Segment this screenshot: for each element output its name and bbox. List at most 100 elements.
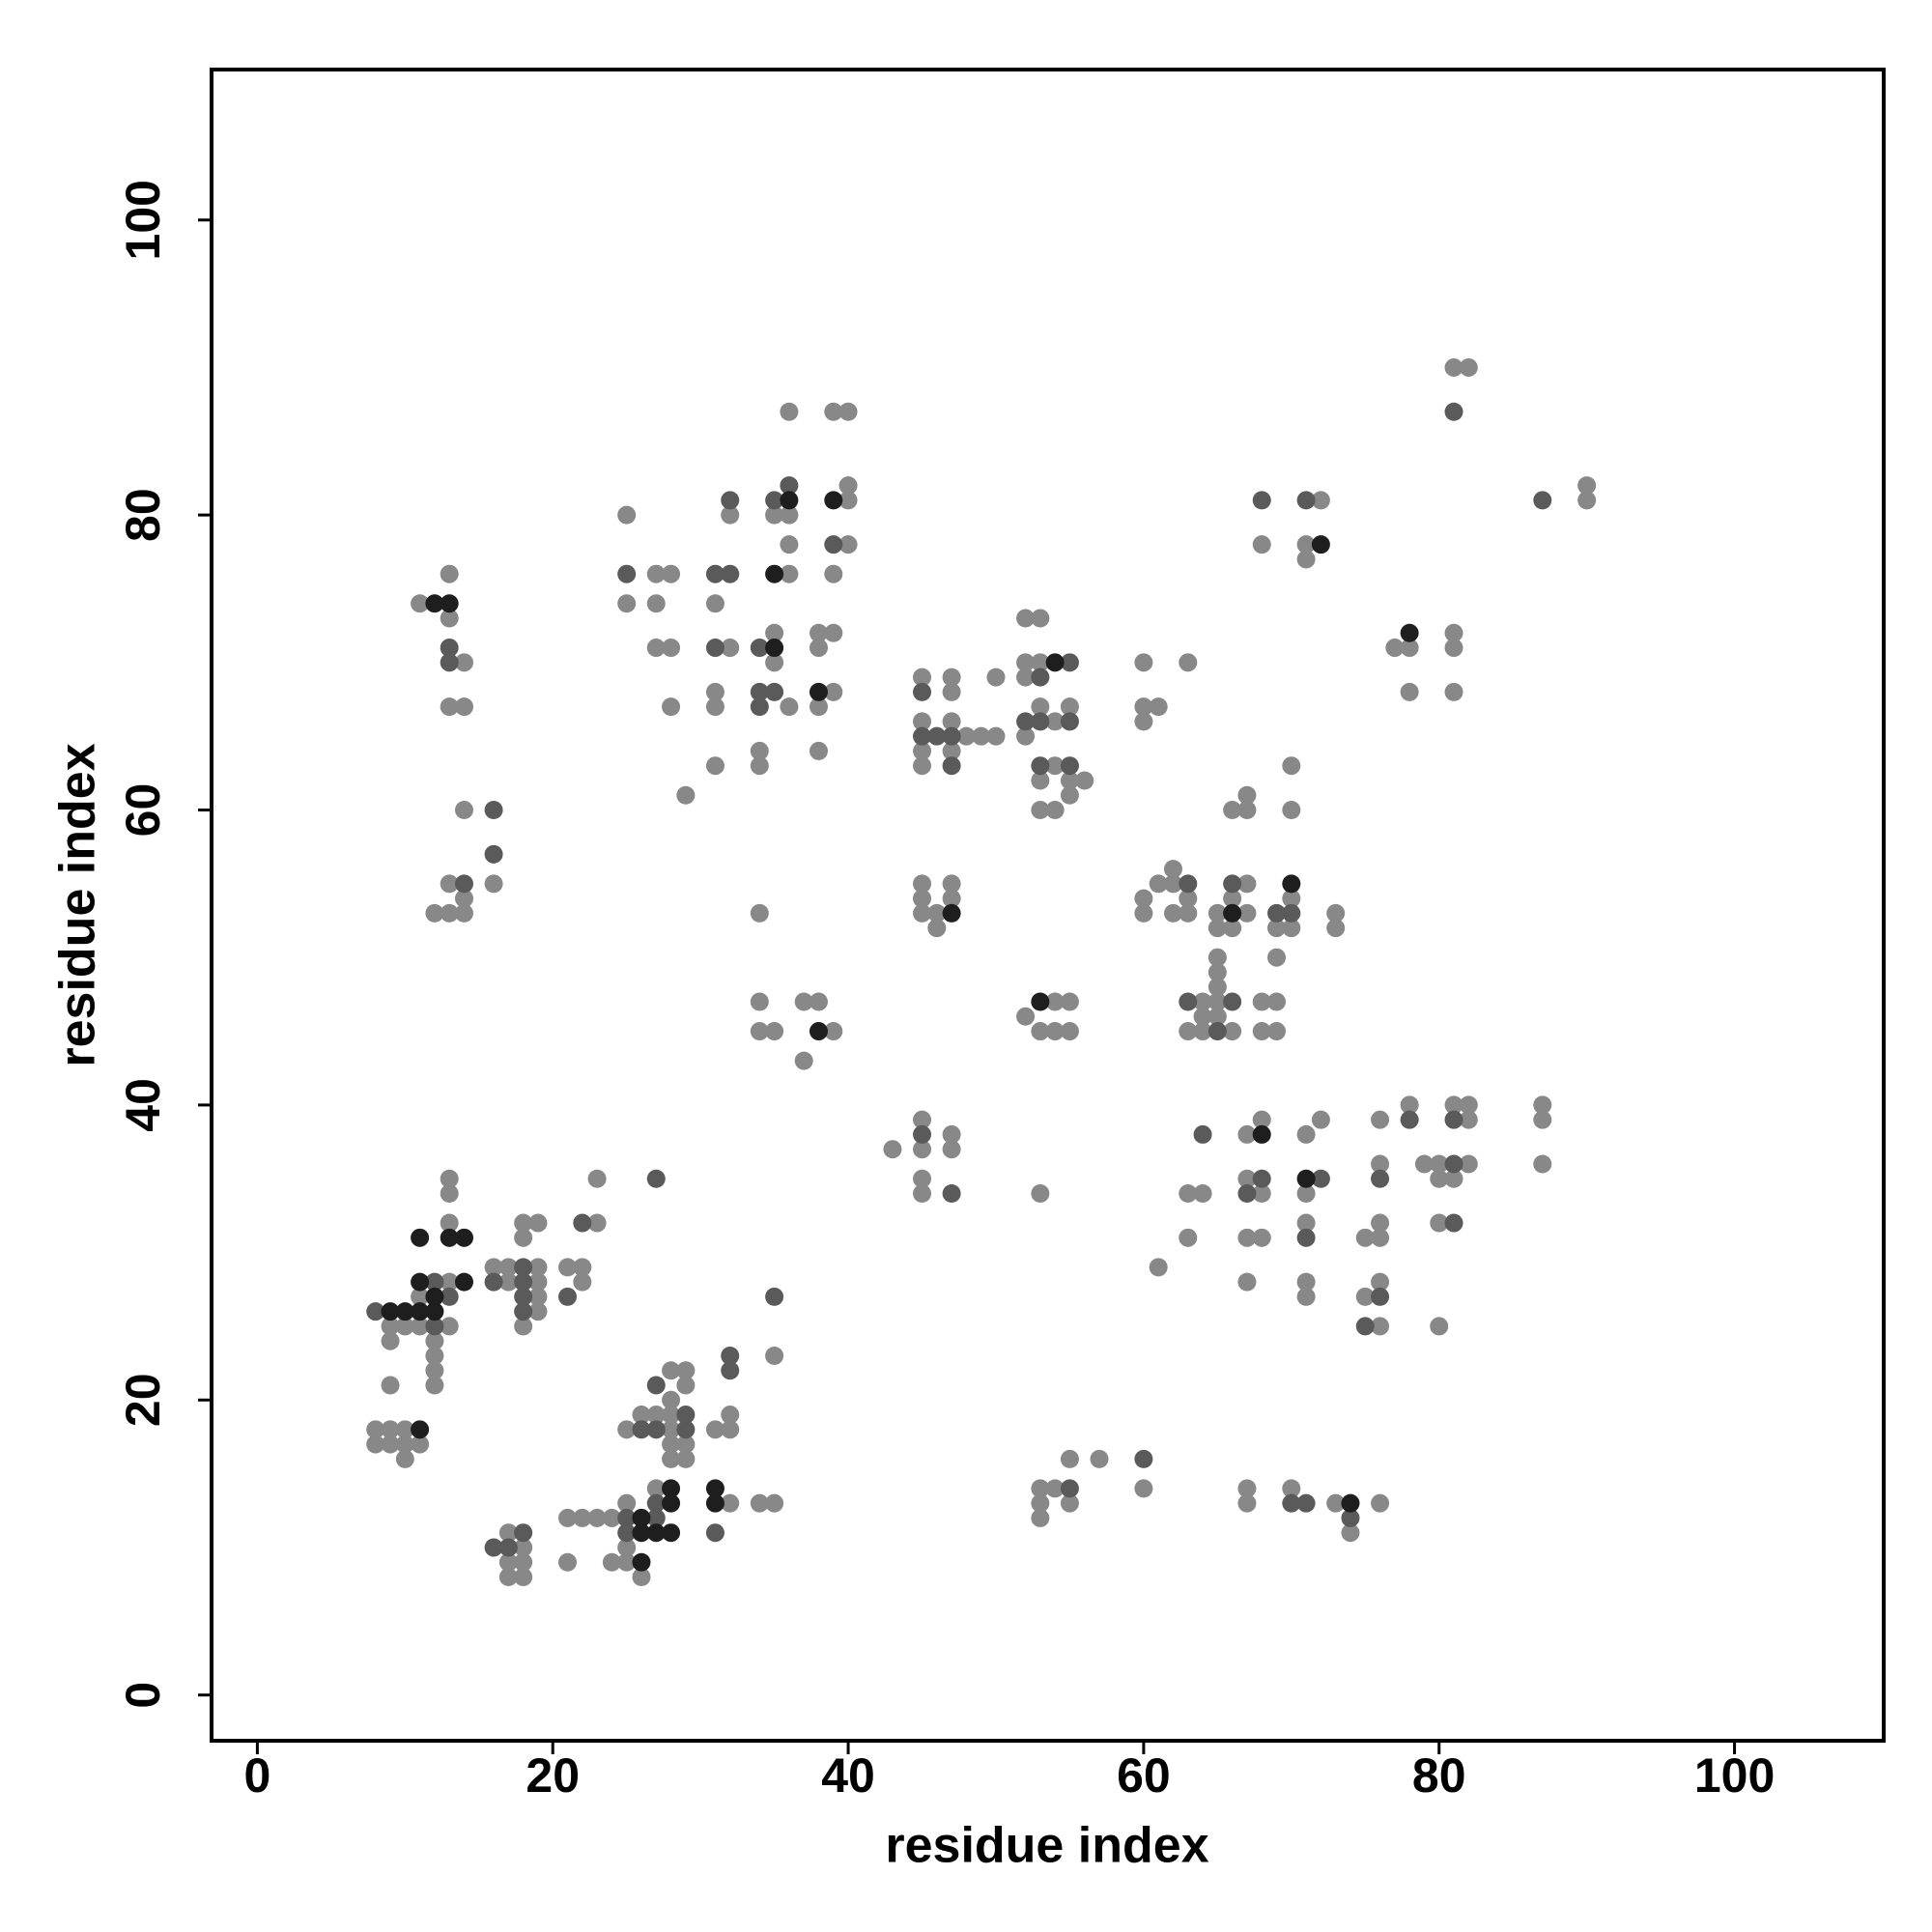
- point: [662, 1406, 681, 1425]
- point: [1459, 1110, 1478, 1129]
- point: [454, 1272, 473, 1292]
- point: [1444, 623, 1463, 642]
- point: [498, 1272, 518, 1292]
- point: [721, 1361, 740, 1380]
- point: [395, 1449, 414, 1468]
- point: [411, 1435, 430, 1454]
- point: [1252, 1124, 1271, 1144]
- point: [956, 726, 976, 746]
- point: [1060, 1022, 1079, 1041]
- point: [440, 874, 459, 894]
- point: [454, 903, 473, 923]
- point: [705, 594, 724, 613]
- point: [1031, 1493, 1050, 1513]
- point: [927, 919, 947, 938]
- point: [395, 1302, 414, 1321]
- point: [1016, 1007, 1036, 1026]
- point: [617, 1538, 637, 1557]
- point: [765, 653, 784, 672]
- point: [587, 1213, 607, 1233]
- point: [662, 639, 681, 658]
- point: [602, 1552, 621, 1572]
- point: [454, 697, 473, 717]
- point: [1179, 1184, 1198, 1204]
- point: [558, 1552, 578, 1572]
- point: [440, 1228, 459, 1247]
- point: [1371, 1213, 1390, 1233]
- point: [1252, 1169, 1271, 1188]
- point: [617, 564, 637, 583]
- point: [1045, 992, 1065, 1011]
- point: [440, 1169, 459, 1188]
- point: [425, 1331, 444, 1350]
- point: [1371, 1110, 1390, 1129]
- point: [676, 1420, 696, 1439]
- point: [1045, 1022, 1065, 1041]
- point: [676, 1435, 696, 1454]
- point: [1237, 903, 1257, 923]
- point: [913, 1110, 932, 1129]
- point: [1385, 639, 1405, 658]
- point: [1282, 1493, 1301, 1513]
- point: [676, 1361, 696, 1380]
- point: [1208, 992, 1227, 1011]
- point: [942, 874, 961, 894]
- point: [765, 505, 784, 525]
- point: [780, 402, 799, 421]
- point: [1371, 1154, 1390, 1174]
- point: [662, 697, 681, 717]
- x-tick-label: 100: [1694, 1748, 1775, 1803]
- point: [1060, 1493, 1079, 1513]
- point: [558, 1287, 578, 1306]
- point: [395, 1317, 414, 1336]
- point: [514, 1213, 533, 1233]
- point: [942, 903, 961, 923]
- point: [1430, 1317, 1449, 1336]
- point: [632, 1523, 651, 1543]
- point: [617, 1523, 637, 1543]
- point: [1193, 1124, 1212, 1144]
- point: [646, 1376, 666, 1395]
- point: [587, 1508, 607, 1527]
- point: [1193, 992, 1212, 1011]
- point: [1134, 653, 1153, 672]
- point: [780, 535, 799, 554]
- point: [942, 712, 961, 731]
- point: [381, 1317, 400, 1336]
- point: [1237, 874, 1257, 894]
- point: [1326, 903, 1346, 923]
- point: [1223, 1022, 1242, 1041]
- point: [750, 903, 769, 923]
- point: [1252, 992, 1271, 1011]
- point: [498, 1523, 518, 1543]
- point: [809, 741, 828, 760]
- point: [662, 1435, 681, 1454]
- point: [913, 903, 932, 923]
- point: [395, 1435, 414, 1454]
- point: [1533, 1110, 1552, 1129]
- point: [765, 491, 784, 510]
- point: [1179, 1228, 1198, 1247]
- point: [1444, 1154, 1463, 1174]
- point: [381, 1302, 400, 1321]
- point: [528, 1213, 548, 1233]
- point: [1282, 903, 1301, 923]
- point: [1267, 948, 1287, 967]
- point: [1237, 1184, 1257, 1204]
- point: [1031, 992, 1050, 1011]
- point: [1371, 1287, 1390, 1306]
- point: [573, 1272, 592, 1292]
- point: [1060, 771, 1079, 790]
- point: [913, 741, 932, 760]
- point: [1060, 992, 1079, 1011]
- point: [1016, 668, 1036, 687]
- point: [809, 1022, 828, 1041]
- y-tick-label: 100: [116, 180, 170, 260]
- point: [927, 903, 947, 923]
- point: [454, 874, 473, 894]
- point: [765, 1022, 784, 1041]
- point: [646, 1169, 666, 1188]
- point: [646, 1508, 666, 1527]
- point: [1163, 903, 1182, 923]
- point: [1296, 1228, 1316, 1247]
